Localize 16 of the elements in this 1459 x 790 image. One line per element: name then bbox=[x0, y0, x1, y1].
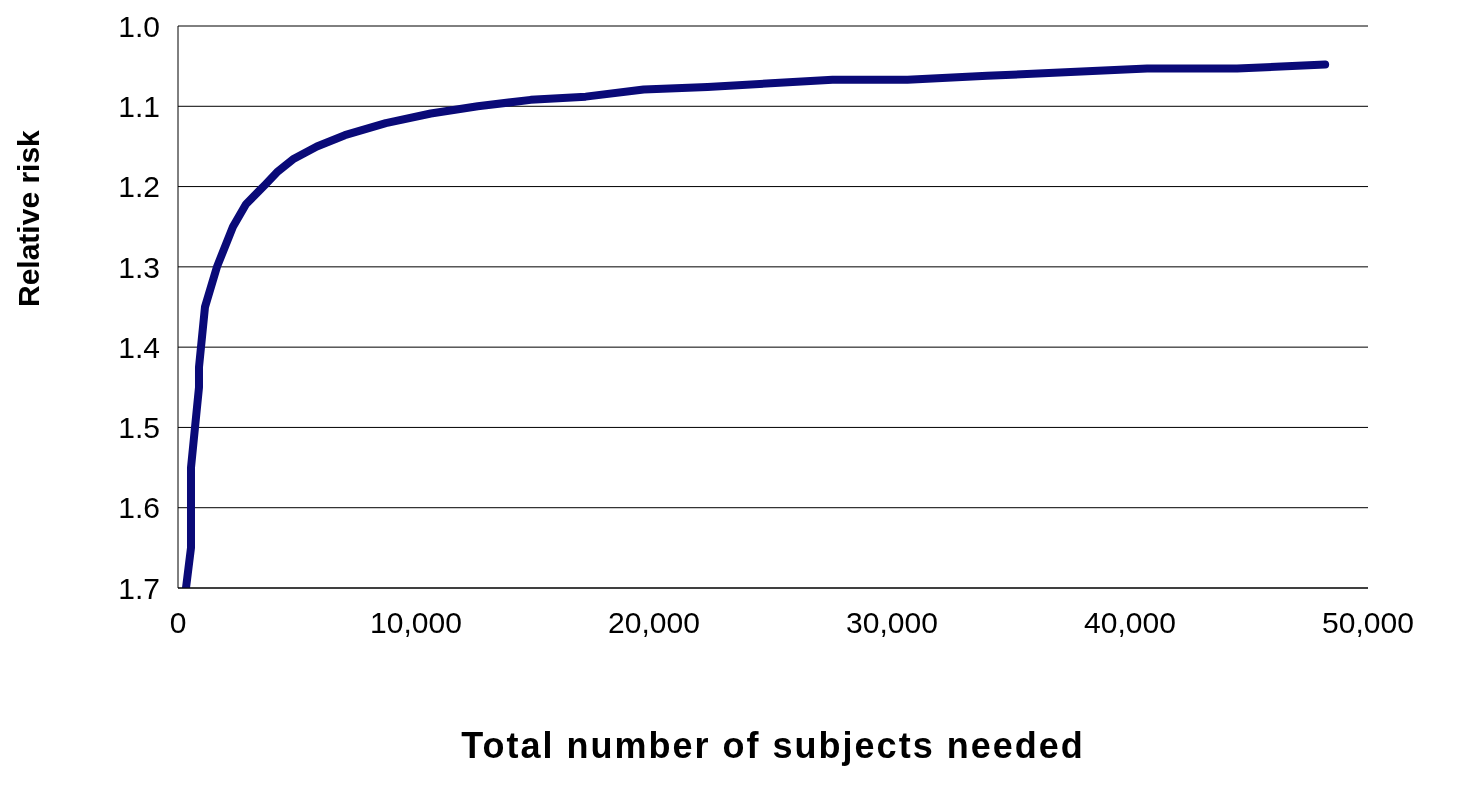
y-tick-label: 1.2 bbox=[118, 170, 160, 204]
y-tick-label: 1.0 bbox=[118, 9, 160, 43]
y-axis-title: Relative risk bbox=[11, 129, 45, 307]
x-tick-label: 30,000 bbox=[846, 606, 938, 640]
x-tick-label: 40,000 bbox=[1084, 606, 1176, 640]
y-tick-label: 1.3 bbox=[118, 250, 160, 284]
y-tick-label: 1.1 bbox=[118, 89, 160, 123]
y-tick-label: 1.4 bbox=[118, 330, 160, 364]
y-tick-label: 1.6 bbox=[118, 491, 160, 525]
y-tick-label: 1.5 bbox=[118, 411, 160, 445]
x-tick-label: 50,000 bbox=[1322, 606, 1414, 640]
y-tick-label: 1.7 bbox=[118, 571, 160, 605]
x-tick-label: 20,000 bbox=[608, 606, 700, 640]
x-tick-label: 0 bbox=[169, 606, 187, 640]
x-axis-title: Total number of subjects needed bbox=[461, 725, 1085, 766]
x-tick-label: 10,000 bbox=[370, 606, 462, 640]
